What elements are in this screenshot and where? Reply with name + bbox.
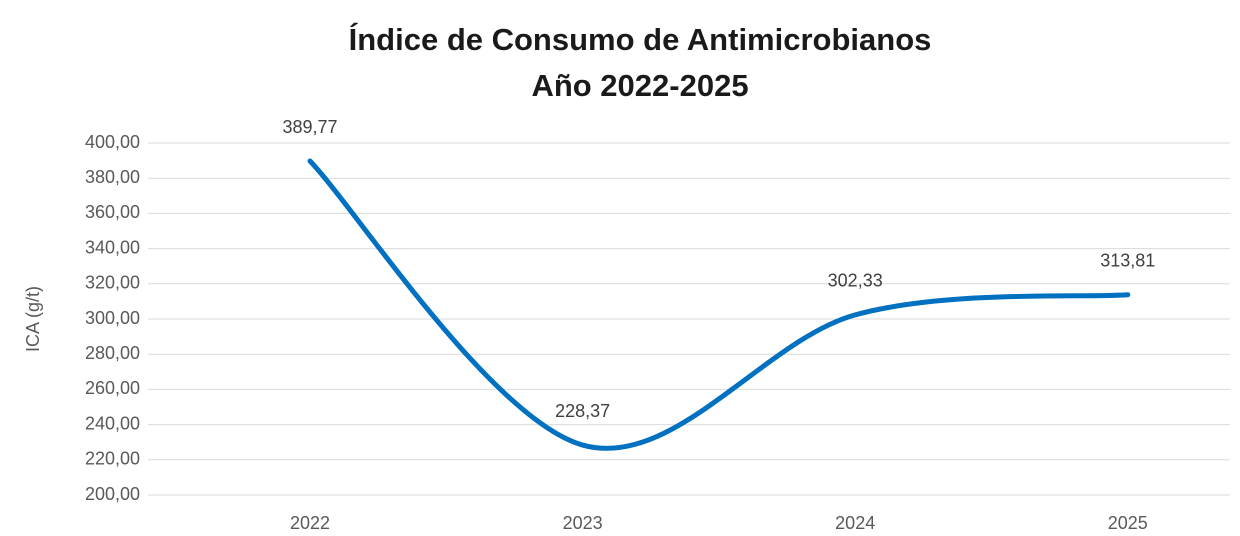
y-tick-label: 300,00 xyxy=(85,308,140,328)
y-tick-label: 340,00 xyxy=(85,237,140,257)
y-tick-label: 200,00 xyxy=(85,484,140,504)
y-tick-label: 360,00 xyxy=(85,202,140,222)
data-label: 228,37 xyxy=(555,401,610,421)
y-tick-label: 260,00 xyxy=(85,378,140,398)
x-tick-label: 2023 xyxy=(563,513,603,533)
y-tick-label: 320,00 xyxy=(85,273,140,293)
y-tick-label: 380,00 xyxy=(85,167,140,187)
y-axis-label: ICA (g/t) xyxy=(23,286,43,352)
y-tick-label: 220,00 xyxy=(85,449,140,469)
chart-subtitle: Año 2022-2025 xyxy=(531,68,748,103)
x-tick-label: 2024 xyxy=(835,513,875,533)
line xyxy=(307,158,1131,451)
data-label: 302,33 xyxy=(828,271,883,291)
x-tick-label: 2022 xyxy=(290,513,330,533)
data-label: 313,81 xyxy=(1100,250,1155,270)
y-tick-label: 240,00 xyxy=(85,413,140,433)
data-label: 389,77 xyxy=(282,117,337,137)
chart-title: Índice de Consumo de Antimicrobianos xyxy=(349,22,932,57)
y-tick-label: 280,00 xyxy=(85,343,140,363)
x-tick-label: 2025 xyxy=(1108,513,1148,533)
y-tick-label: 400,00 xyxy=(85,132,140,152)
